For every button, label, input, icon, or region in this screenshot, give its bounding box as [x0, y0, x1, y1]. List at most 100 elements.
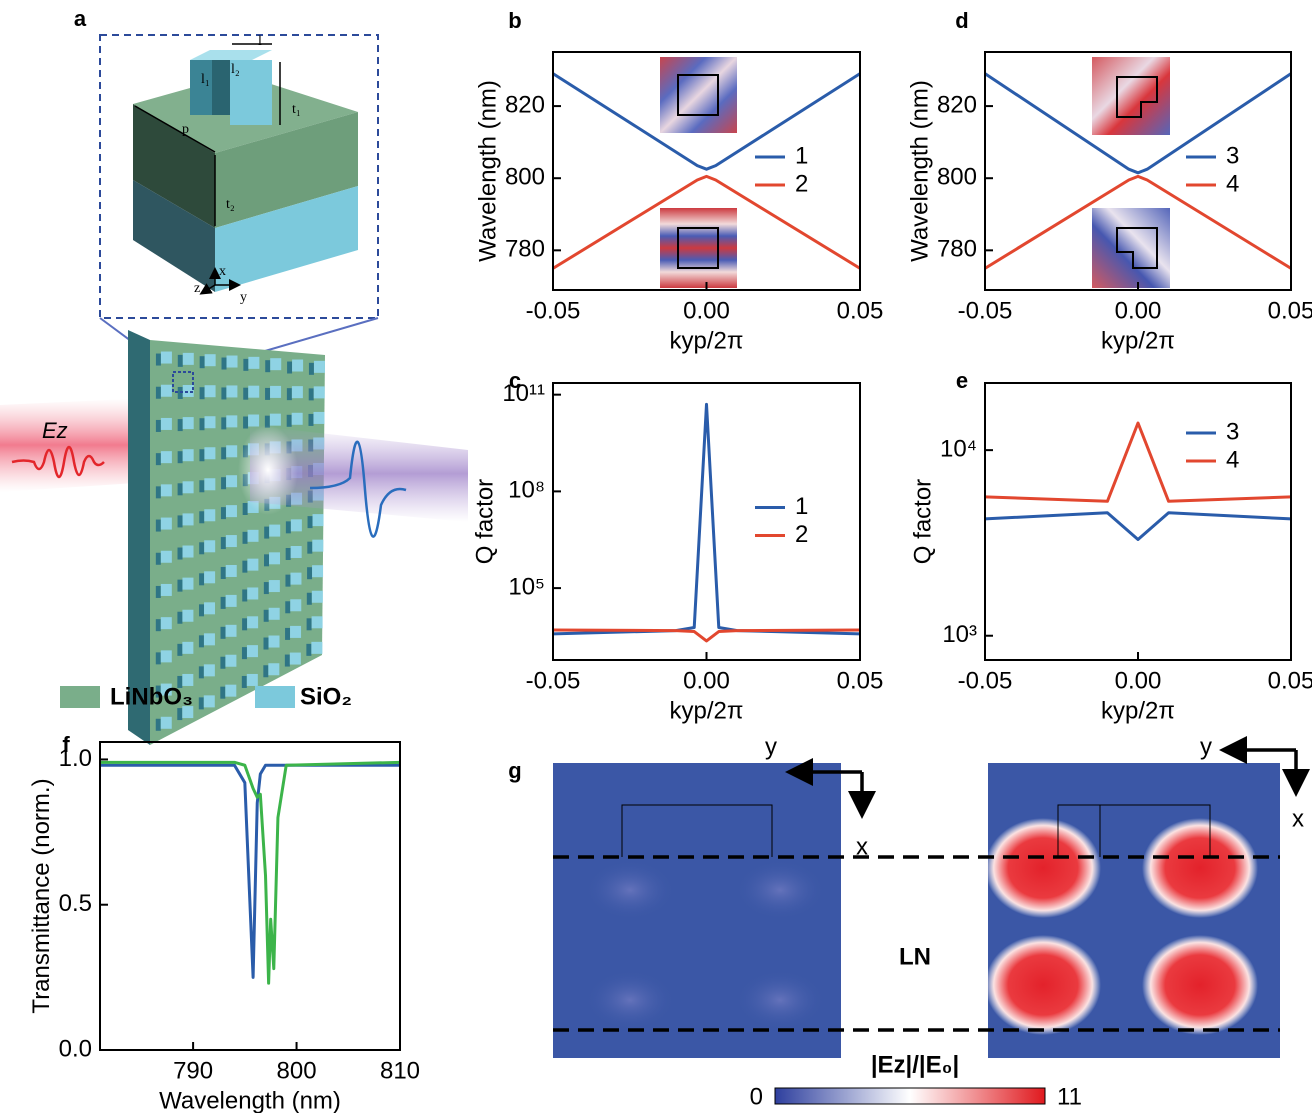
- x-tick-label: 0.05: [1268, 297, 1312, 324]
- pillar-side: [307, 542, 312, 554]
- pillar-side: [178, 355, 183, 367]
- pillar-side: [285, 655, 290, 667]
- pillar-side: [177, 580, 182, 592]
- material-label: LiNbO₃: [110, 683, 193, 710]
- y-tick-label: 800: [937, 164, 977, 191]
- pillar-side: [199, 573, 204, 585]
- pillar: [247, 645, 258, 657]
- figure: abcdefgll₁l₂t₁pt₂xzyEzLiNbO₃SiO₂yyxxLN|E…: [0, 0, 1312, 1113]
- pillar: [248, 415, 259, 427]
- material-swatch: [255, 686, 295, 708]
- pillar-side: [286, 521, 291, 533]
- pillar-side: [156, 619, 161, 631]
- pillar: [205, 385, 216, 397]
- pillar: [226, 535, 237, 547]
- legend-label: 4: [1226, 446, 1239, 473]
- pillar-side: [221, 507, 226, 519]
- legend-label: 2: [795, 170, 808, 197]
- chart: -0.050.000.0510³10⁴kyp/2πQ factor34: [909, 383, 1312, 724]
- pillar-side: [287, 415, 292, 427]
- pillar: [161, 518, 172, 530]
- y-tick-label: 0.5: [59, 890, 92, 917]
- pillar-side: [286, 548, 291, 560]
- pillar: [161, 617, 172, 629]
- pillar: [161, 352, 172, 364]
- faint-spot: [585, 860, 675, 920]
- pillar-side: [243, 388, 248, 400]
- pillar: [314, 361, 325, 373]
- legend-label: 1: [795, 493, 808, 520]
- pillar-side: [178, 515, 183, 527]
- pillar-side: [264, 582, 269, 594]
- pillar: [314, 386, 325, 398]
- x-tick-label: 0.00: [683, 297, 730, 324]
- x-tick-label: 0.05: [837, 667, 884, 694]
- y-tick-label: 10¹¹: [502, 380, 545, 407]
- pillar: [270, 358, 281, 370]
- pillar: [268, 663, 279, 675]
- field-hotspot: [985, 935, 1101, 1035]
- pillar: [291, 546, 302, 558]
- axis-label: y: [1200, 733, 1212, 760]
- pillar-side: [242, 647, 247, 659]
- field-inset: [660, 208, 737, 288]
- pillar: [312, 591, 323, 603]
- pillar: [226, 475, 237, 487]
- pillar-side: [242, 618, 247, 630]
- pillar: [290, 653, 301, 665]
- pillar: [161, 484, 172, 496]
- x-tick-label: -0.05: [958, 667, 1013, 694]
- pillar: [248, 530, 259, 542]
- pillar-side: [156, 354, 161, 366]
- pillar-side: [156, 586, 161, 598]
- pillar: [204, 447, 215, 459]
- x-axis-label: kyp/2π: [670, 327, 744, 354]
- field-inset: [660, 57, 737, 133]
- pillar-side: [178, 483, 183, 495]
- pillar: [183, 449, 194, 461]
- series-line: [985, 513, 1291, 540]
- pillar-side: [309, 363, 314, 375]
- dimension-label: t₂: [226, 197, 235, 212]
- pillar-side: [156, 387, 161, 399]
- pillar-side: [242, 561, 247, 573]
- pillar: [269, 525, 280, 537]
- chart: 7908008100.00.51.0Wavelength (nm)Transmi…: [28, 742, 420, 1113]
- pillar-side: [156, 420, 161, 432]
- x-tick-label: 0.00: [1115, 667, 1162, 694]
- pillar-side: [306, 644, 311, 656]
- colorbar-tick-label: 11: [1057, 1083, 1082, 1110]
- pillar: [161, 551, 172, 563]
- pillar-side: [221, 537, 226, 549]
- x-tick-label: 0.05: [837, 297, 884, 324]
- y-axis-label: Wavelength (nm): [474, 80, 501, 262]
- pillar-side: [307, 593, 312, 605]
- pillar: [182, 610, 193, 622]
- y-axis-label: Q factor: [909, 479, 936, 564]
- pillar-side: [156, 719, 161, 731]
- y-tick-label: 800: [505, 164, 545, 191]
- legend-label: 3: [1226, 418, 1239, 445]
- dimension-label: l₂: [231, 62, 240, 77]
- panel-label: a: [74, 6, 87, 31]
- y-tick-label: 780: [937, 236, 977, 263]
- y-tick-label: 820: [505, 91, 545, 118]
- y-tick-label: 10⁵: [508, 573, 545, 600]
- pillar-side: [156, 453, 161, 465]
- pillar: [225, 685, 236, 697]
- pillar-side: [199, 697, 204, 709]
- pillar-side: [221, 447, 226, 459]
- pillar: [204, 664, 215, 676]
- pillar: [226, 415, 237, 427]
- y-axis-label: Q factor: [472, 479, 499, 564]
- pillar-face: [212, 60, 230, 115]
- pillar-side: [264, 527, 269, 539]
- pillar-side: [221, 597, 226, 609]
- x-tick-label: 810: [380, 1057, 420, 1084]
- unit-cell: [100, 35, 378, 318]
- y-tick-label: 0.0: [59, 1035, 92, 1062]
- pillar: [161, 418, 172, 430]
- legend-label: 3: [1226, 142, 1239, 169]
- pillar-side: [199, 666, 204, 678]
- dimension-label: l₁: [201, 72, 210, 87]
